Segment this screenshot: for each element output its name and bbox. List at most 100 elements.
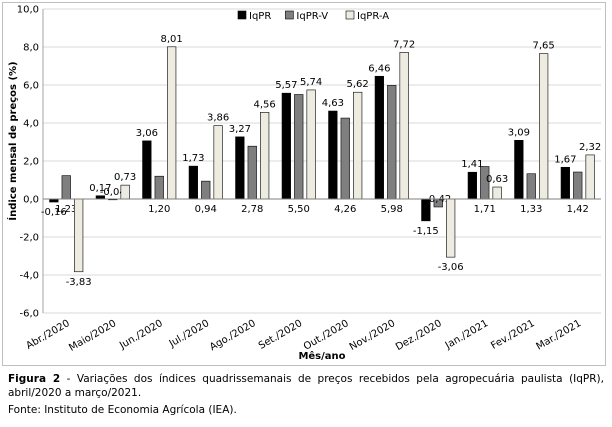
x-tick-label: Set./2020	[257, 318, 304, 352]
data-label: 0,63	[486, 174, 508, 185]
data-label: 1,41	[461, 159, 483, 170]
bar-iqpr-v	[154, 175, 164, 200]
data-label: 4,56	[254, 99, 276, 110]
bar-iqpr-v	[340, 117, 350, 200]
data-label: 1,73	[182, 153, 204, 164]
bar-iqpr-a	[399, 52, 409, 200]
bar-iqpr	[142, 140, 152, 200]
data-label: 5,62	[347, 79, 369, 90]
data-label: 1,33	[520, 204, 542, 215]
bar-iqpr-a	[213, 125, 223, 200]
x-tick-label: Maio/2020	[67, 318, 118, 354]
y-axis-title: Índice mensal de preços (%)	[6, 61, 19, 220]
data-label: 5,74	[300, 77, 322, 88]
bar-iqpr	[235, 136, 245, 200]
y-tick-label: -4,0	[19, 271, 39, 282]
bar-iqpr-v	[61, 175, 71, 200]
bar-iqpr-v	[294, 94, 304, 200]
y-tick-label: 0,0	[23, 195, 39, 206]
bar-iqpr-a	[539, 53, 549, 200]
legend-label: IqPR	[249, 11, 271, 22]
data-label: 4,26	[334, 204, 356, 215]
bar-iqpr	[514, 139, 524, 200]
bar-iqpr-a	[74, 198, 84, 273]
y-tick-label: 10,0	[17, 5, 39, 16]
data-label: -1,15	[413, 226, 439, 237]
data-label: 0,94	[195, 204, 217, 215]
figure-label: Figura 2	[8, 373, 61, 385]
data-label: 1,20	[148, 204, 170, 215]
x-tick-label: Nov./2020	[348, 318, 397, 353]
data-label: 3,06	[136, 128, 158, 139]
bar-iqpr-a	[120, 184, 130, 200]
data-label: 2,32	[579, 142, 601, 153]
data-label: 4,63	[322, 98, 344, 109]
x-tick-label: Jul./2020	[167, 318, 212, 350]
bar-iqpr-a	[167, 46, 177, 200]
data-label: 1,67	[554, 154, 576, 165]
legend-swatch-iqpr	[237, 10, 247, 20]
data-label: 5,57	[275, 80, 297, 91]
bar-iqpr	[328, 110, 338, 200]
data-label: 7,65	[533, 41, 555, 52]
data-label: 1,71	[474, 204, 496, 215]
data-label: 3,86	[207, 113, 229, 124]
bar-iqpr-v	[573, 171, 583, 200]
x-tick-label: Jan./2021	[443, 318, 490, 352]
data-label: 6,46	[368, 63, 390, 74]
bar-iqpr	[374, 75, 384, 200]
x-tick-label: Out./2020	[302, 318, 351, 353]
data-label: 1,42	[567, 204, 589, 215]
legend-swatch-iqpr-a	[345, 10, 355, 20]
bar-iqpr	[281, 92, 291, 200]
x-tick-label: Abr./2020	[24, 318, 71, 352]
data-label: 3,27	[229, 124, 251, 135]
bar-iqpr-v	[247, 145, 257, 200]
figure-caption-text: - Variações dos índices quadrissemanais …	[8, 373, 604, 399]
x-tick-label: Ago./2020	[208, 318, 258, 353]
y-tick-label: -2,0	[19, 233, 39, 244]
y-tick-label: 6,0	[23, 81, 39, 92]
data-label: -3,83	[66, 277, 92, 288]
data-label: 5,50	[288, 204, 310, 215]
x-tick-label: Dez./2020	[394, 318, 444, 353]
legend-label: IqPR-V	[296, 11, 328, 22]
data-label: 0,73	[114, 172, 136, 183]
bar-iqpr	[188, 165, 198, 200]
data-label: 3,09	[508, 127, 530, 138]
bar-chart: -6,0 -4,0 -2,0 0,0 2,0 4,0 6,0 8,0 10,0 Índice me…	[6, 5, 601, 363]
data-label: -0,16	[41, 207, 67, 218]
y-tick-label: 4,0	[23, 119, 39, 130]
legend-swatch-iqpr-v	[285, 10, 294, 20]
bar-iqpr-v	[201, 180, 211, 200]
data-label: 8,01	[161, 34, 183, 45]
chart-frame: -6,0 -4,0 -2,0 0,0 2,0 4,0 6,0 8,0 10,0 Índice me…	[2, 2, 606, 366]
data-label: 0,17	[89, 183, 111, 194]
data-label: -3,06	[438, 262, 464, 273]
x-tick-label: Jun./2020	[117, 318, 165, 352]
bar-iqpr-v	[387, 85, 397, 200]
data-label: 1,23	[55, 204, 77, 215]
data-label: -0,04	[100, 187, 126, 198]
data-label: 2,78	[241, 204, 263, 215]
x-axis-title: Mês/ano	[298, 350, 345, 362]
bar-iqpr-a	[353, 91, 363, 200]
y-tick-label: -6,0	[19, 309, 39, 320]
data-label: 7,72	[393, 39, 415, 50]
bar-iqpr-a	[585, 154, 595, 200]
bar-iqpr-a	[306, 89, 316, 200]
bar-iqpr	[560, 166, 570, 200]
bar-iqpr-a	[260, 112, 270, 200]
bar-iqpr	[467, 171, 477, 200]
y-tick-label: 8,0	[23, 43, 39, 54]
x-tick-label: Fev./2021	[489, 318, 537, 352]
data-label: 5,98	[381, 204, 403, 215]
bar-iqpr-v	[526, 173, 536, 200]
y-tick-label: 2,0	[23, 157, 39, 168]
bar-iqpr-a	[446, 198, 456, 258]
figure-caption: Figura 2 - Variações dos índices quadris…	[8, 372, 604, 400]
bar-iqpr-a	[492, 186, 502, 200]
figure-source: Fonte: Instituto de Economia Agrícola (I…	[8, 404, 237, 416]
legend-label: IqPR-A	[357, 11, 389, 22]
x-tick-label: Mar./2021	[534, 318, 583, 353]
